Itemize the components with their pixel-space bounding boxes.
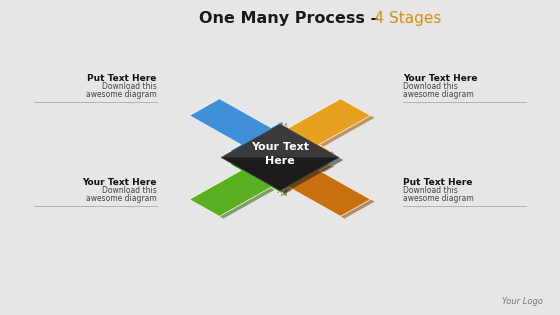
Polygon shape xyxy=(274,162,371,216)
Polygon shape xyxy=(278,101,375,155)
Polygon shape xyxy=(193,164,290,219)
Text: 1: 1 xyxy=(282,142,289,152)
Polygon shape xyxy=(189,162,286,216)
Text: Your Logo: Your Logo xyxy=(502,296,543,306)
Polygon shape xyxy=(193,101,290,155)
Polygon shape xyxy=(189,99,286,153)
Text: 2: 2 xyxy=(282,163,289,173)
Text: Put Text Here: Put Text Here xyxy=(87,74,157,83)
Text: awesome diagram: awesome diagram xyxy=(403,194,474,203)
Text: 4 Stages: 4 Stages xyxy=(199,11,441,26)
Text: Download this: Download this xyxy=(102,186,157,195)
Text: awesome diagram: awesome diagram xyxy=(86,194,157,203)
Polygon shape xyxy=(226,127,343,193)
Polygon shape xyxy=(221,124,339,158)
Text: awesome diagram: awesome diagram xyxy=(86,90,157,99)
Text: Download this: Download this xyxy=(403,186,458,195)
Text: 3: 3 xyxy=(271,163,278,173)
Polygon shape xyxy=(274,99,371,153)
Text: Your Text Here: Your Text Here xyxy=(82,178,157,187)
Text: Your Text
Here: Your Text Here xyxy=(251,142,309,166)
Polygon shape xyxy=(278,164,375,219)
Text: awesome diagram: awesome diagram xyxy=(403,90,474,99)
Text: 4: 4 xyxy=(271,142,278,152)
Text: Your Text Here: Your Text Here xyxy=(403,74,478,83)
Text: One Many Process –: One Many Process – xyxy=(199,11,379,26)
Text: Put Text Here: Put Text Here xyxy=(403,178,473,187)
Text: Download this: Download this xyxy=(102,82,157,91)
Text: Download this: Download this xyxy=(403,82,458,91)
Polygon shape xyxy=(221,124,339,191)
